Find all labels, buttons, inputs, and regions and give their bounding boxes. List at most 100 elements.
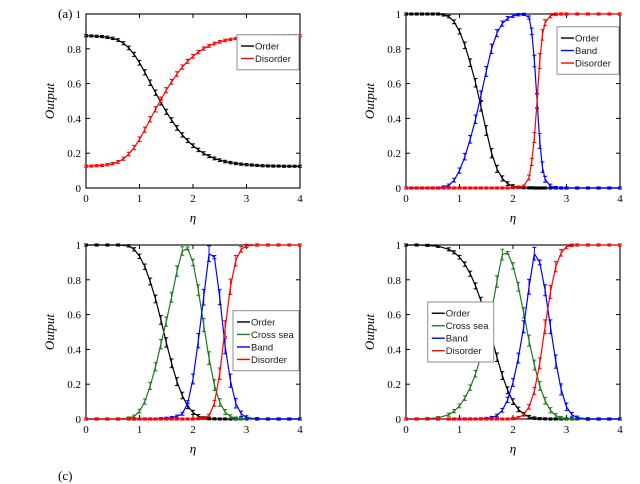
error-bar xyxy=(207,351,212,365)
error-bar xyxy=(153,294,158,304)
error-bar xyxy=(298,164,302,168)
error-bar xyxy=(540,29,545,41)
x-axis-label: η xyxy=(190,210,196,225)
error-bar xyxy=(180,417,185,421)
y-tick-label: 0.8 xyxy=(67,44,81,56)
error-bar xyxy=(494,275,499,288)
error-bar xyxy=(596,186,601,190)
error-bar xyxy=(212,417,217,421)
panel-a-plot: 0 1 2 3 4 0 0.2 0.4 0.6 0.8 1 η Output Order Disorder xyxy=(42,9,303,225)
error-bar xyxy=(511,13,515,18)
error-bar xyxy=(180,132,185,138)
error-bar xyxy=(473,417,478,421)
error-bar xyxy=(618,186,622,190)
error-bar xyxy=(618,12,622,16)
error-bar xyxy=(137,253,142,259)
error-bar xyxy=(527,15,532,20)
error-bar xyxy=(585,417,590,421)
error-bar xyxy=(207,43,212,48)
error-bar xyxy=(569,243,574,248)
error-bar xyxy=(169,291,174,303)
error-bar xyxy=(548,319,553,335)
error-bar xyxy=(500,20,505,27)
error-bar xyxy=(511,262,515,270)
error-bar xyxy=(244,163,249,167)
error-bar xyxy=(452,19,457,25)
error-bar xyxy=(239,245,244,253)
x-tick-label: 4 xyxy=(297,424,303,436)
error-bar xyxy=(500,186,505,190)
error-bar xyxy=(462,417,467,421)
error-bar xyxy=(532,416,537,420)
legend-label-cross-sea: Cross sea xyxy=(446,321,489,332)
y-tick-label: 1 xyxy=(76,9,82,21)
error-bar xyxy=(569,411,574,418)
error-bar xyxy=(500,175,505,182)
error-bar xyxy=(249,163,254,167)
error-bar xyxy=(94,417,99,421)
panel-c-tag: (c) xyxy=(58,468,73,483)
error-bar xyxy=(233,254,238,267)
error-bar xyxy=(148,116,153,123)
error-bar xyxy=(414,243,419,247)
error-bar xyxy=(185,246,190,251)
error-bar xyxy=(201,151,206,156)
error-bar xyxy=(521,12,526,16)
y-tick-label: 0.8 xyxy=(67,275,81,287)
x-axis-label: η xyxy=(510,210,516,225)
error-bar xyxy=(239,410,244,417)
error-bar xyxy=(575,243,580,247)
error-bar xyxy=(414,417,419,421)
error-bar xyxy=(207,413,212,418)
error-bar xyxy=(532,359,537,371)
error-bar xyxy=(494,186,499,190)
error-bar xyxy=(575,12,580,16)
error-bar xyxy=(100,163,105,167)
error-bar xyxy=(564,416,569,421)
error-bar xyxy=(196,284,201,297)
error-bar xyxy=(462,152,467,161)
error-bar xyxy=(537,259,542,266)
x-tick-label: 3 xyxy=(244,193,250,205)
error-bar xyxy=(201,317,206,333)
error-bar xyxy=(446,186,451,190)
error-bar xyxy=(436,417,441,421)
x-tick-label: 3 xyxy=(244,424,250,436)
error-bar xyxy=(585,12,590,16)
error-bar xyxy=(105,243,110,247)
error-bar xyxy=(158,339,163,350)
error-bar xyxy=(84,417,88,421)
error-bar xyxy=(500,417,505,421)
y-tick-label: 0.6 xyxy=(387,79,401,91)
error-bar xyxy=(535,93,540,109)
error-bar xyxy=(212,156,217,161)
panel-c-plot: 0 1 2 3 4 0 0.2 0.4 0.6 0.8 1 η Output Order Cross sea… xyxy=(42,240,303,456)
error-bar xyxy=(543,19,548,27)
x-tick-label: 4 xyxy=(617,424,623,436)
error-bar xyxy=(298,243,302,247)
error-bar xyxy=(174,71,179,77)
error-bar xyxy=(511,186,515,190)
legend-label-cross-sea: Cross sea xyxy=(251,330,294,341)
series-line-disorder xyxy=(86,244,300,420)
error-bar xyxy=(452,177,457,183)
y-tick-label: 0.6 xyxy=(387,310,401,322)
error-bar xyxy=(142,126,147,133)
error-bar xyxy=(105,35,110,39)
error-bar xyxy=(158,314,163,325)
error-bar xyxy=(521,184,526,188)
error-bar xyxy=(233,398,238,409)
error-bar xyxy=(553,417,558,421)
error-bar xyxy=(94,34,99,38)
error-bar xyxy=(505,417,510,421)
error-bar xyxy=(516,185,521,189)
error-bar xyxy=(516,281,521,292)
error-bar xyxy=(494,29,499,38)
error-bar xyxy=(505,396,510,404)
error-bar xyxy=(505,251,510,255)
error-bar xyxy=(142,417,147,421)
error-bar xyxy=(153,106,158,113)
error-bar xyxy=(228,414,233,419)
error-bar xyxy=(543,319,548,335)
error-bar xyxy=(217,417,222,421)
